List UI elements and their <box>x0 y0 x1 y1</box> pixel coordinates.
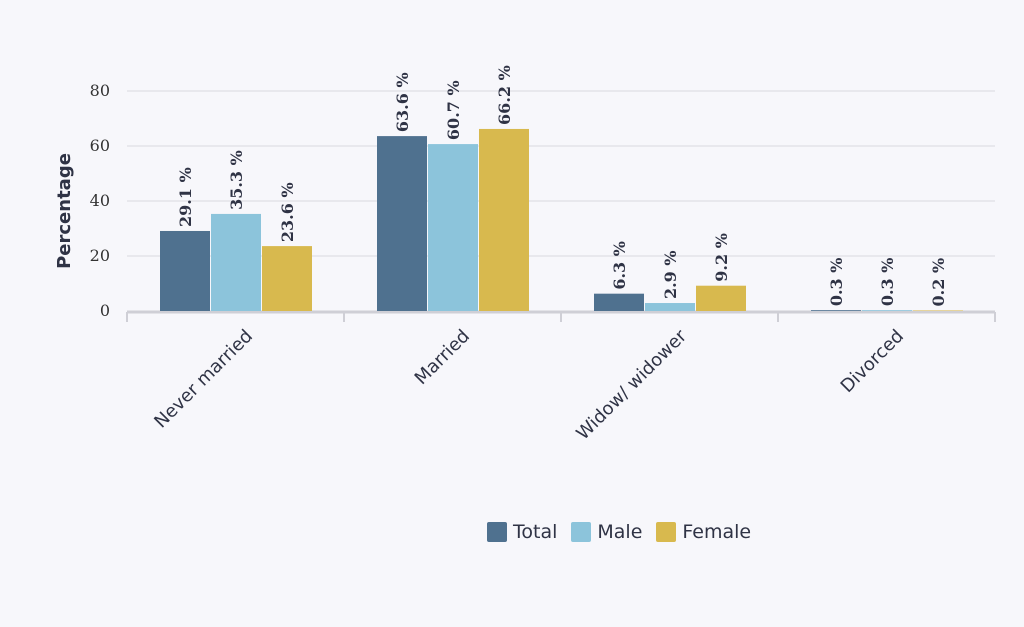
bar-female <box>696 285 746 311</box>
legend-swatch <box>571 522 592 542</box>
legend-item-male: Male <box>571 521 642 543</box>
y-tick-label: 80 <box>90 81 110 100</box>
bar-female <box>262 246 312 311</box>
bar-male <box>211 213 261 311</box>
legend-label: Total <box>513 521 558 543</box>
data-label: 6.3 % <box>610 241 629 290</box>
data-label: 2.9 % <box>661 250 680 299</box>
data-label: 29.1 % <box>176 167 195 227</box>
chart-legend: Total Male Female <box>487 521 751 543</box>
legend-item-female: Female <box>656 521 751 543</box>
data-label: 0.3 % <box>827 258 846 307</box>
bar-total <box>811 310 861 311</box>
y-tick-label: 0 <box>100 301 110 320</box>
bar-total <box>160 230 210 311</box>
x-tick-label: Widow/ widower <box>572 325 691 444</box>
legend-label: Female <box>682 521 752 543</box>
x-tick-label: Married <box>411 326 474 389</box>
legend-item-total: Total <box>487 521 557 543</box>
data-label: 35.3 % <box>227 150 246 210</box>
x-tick-label: Divorced <box>837 326 908 397</box>
data-label: 63.6 % <box>393 72 412 132</box>
x-tick-label: Never married <box>150 326 257 433</box>
y-axis-label: Percentage <box>54 153 75 269</box>
bar-total <box>377 136 427 311</box>
data-label: 9.2 % <box>712 233 731 282</box>
bar-male <box>428 144 478 311</box>
bar-female <box>479 128 529 311</box>
y-tick-label: 40 <box>90 191 110 210</box>
data-label: 66.2 % <box>495 65 514 125</box>
legend-label: Male <box>597 521 643 543</box>
bar-female <box>913 310 963 311</box>
y-tick-label: 20 <box>90 246 110 265</box>
legend-swatch <box>487 522 507 542</box>
data-label: 60.7 % <box>444 80 463 140</box>
data-label: 23.6 % <box>278 182 297 242</box>
data-label: 0.2 % <box>929 258 948 307</box>
bar-male <box>862 310 912 311</box>
data-label: 0.3 % <box>878 258 897 307</box>
bar-male <box>645 303 695 311</box>
legend-swatch <box>656 522 677 542</box>
y-tick-label: 60 <box>90 136 110 155</box>
bar-total <box>594 293 644 311</box>
